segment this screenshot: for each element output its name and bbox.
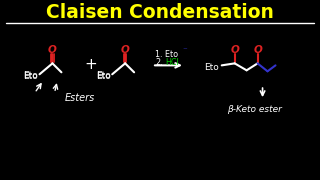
Text: HCl: HCl	[165, 58, 179, 67]
Text: Eto: Eto	[204, 63, 219, 72]
Text: 2.: 2.	[155, 58, 163, 67]
Text: +: +	[84, 57, 97, 72]
Text: O: O	[230, 46, 239, 55]
Text: 1. Eto: 1. Eto	[155, 50, 178, 59]
Text: ⁻: ⁻	[182, 46, 187, 55]
Text: Eto: Eto	[96, 72, 111, 81]
Text: β-Keto ester: β-Keto ester	[227, 105, 282, 114]
Text: Eto: Eto	[96, 71, 111, 80]
Text: Esters: Esters	[65, 93, 95, 103]
Text: O: O	[121, 46, 130, 55]
Text: O: O	[253, 46, 262, 55]
Text: Eto: Eto	[23, 72, 38, 81]
Text: Claisen Condensation: Claisen Condensation	[46, 3, 274, 22]
Text: O: O	[48, 46, 57, 55]
Text: Eto: Eto	[23, 71, 38, 80]
